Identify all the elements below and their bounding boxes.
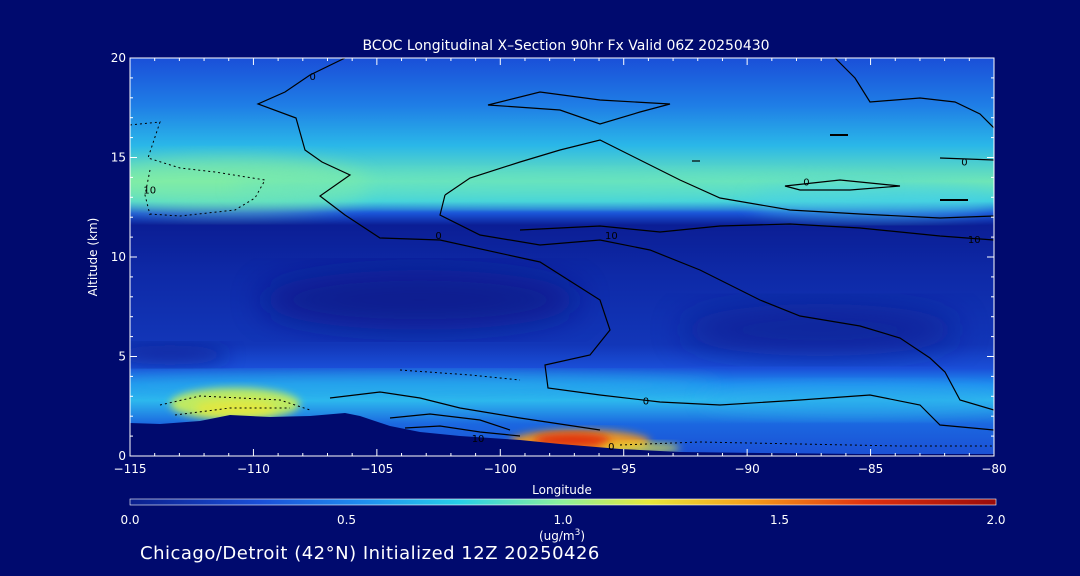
colorbar-tick-label: 1.0 <box>553 513 572 527</box>
y-tick-label: 5 <box>118 350 126 364</box>
x-tick-label: −100 <box>484 462 517 476</box>
contour-label: 0 <box>309 72 315 83</box>
footer-caption: Chicago/Detroit (42°N) Initialized 12Z 2… <box>140 543 600 564</box>
y-tick-label: 20 <box>111 51 126 65</box>
colorbar: 0.0 0.5 1.0 1.5 2.0 (ug/m3) <box>120 498 1006 543</box>
contour-label: 0 <box>961 157 967 168</box>
contour-label: 0 <box>608 442 614 453</box>
x-tick-label: −90 <box>734 462 759 476</box>
x-tick-label: −95 <box>611 462 636 476</box>
contour-label: 0 <box>803 177 809 188</box>
x-tick-label: −105 <box>360 462 393 476</box>
x-tick-label: −110 <box>237 462 270 476</box>
contour-label: 0 <box>643 396 649 407</box>
x-tick-label: −115 <box>114 462 147 476</box>
y-tick-label: 15 <box>111 151 126 165</box>
chart-title: BCOC Longitudinal X–Section 90hr Fx Vali… <box>362 38 769 54</box>
x-axis: −115 −110 −105 −100 −95 −90 −85 −80 <box>114 58 1007 476</box>
y-tick-label: 0 <box>118 449 126 463</box>
contour-lines-dashed <box>130 121 994 447</box>
colorbar-tick-label: 0.5 <box>337 513 356 527</box>
colorbar-tick-label: 2.0 <box>986 513 1005 527</box>
colorbar-ticks: 0.0 0.5 1.0 1.5 2.0 <box>120 513 1005 527</box>
y-tick-label: 10 <box>111 250 126 264</box>
contour-label: 10 <box>143 185 156 196</box>
colorbar-unit: (ug/m3) <box>539 528 585 543</box>
contour-label: 10 <box>472 434 485 445</box>
contour-label: 0 <box>435 231 441 242</box>
heatmap-field <box>130 58 994 456</box>
x-tick-label: −80 <box>981 462 1006 476</box>
colorbar-tick-label: 0.0 <box>120 513 139 527</box>
y-axis-label: Altitude (km) <box>86 218 100 297</box>
x-axis-label: Longitude <box>532 483 592 497</box>
y-axis: 0 5 10 15 20 <box>111 51 994 463</box>
colorbar-gradient <box>129 498 997 506</box>
contour-labels: 0 10 0 0 0 10 10 0 10 0 <box>143 72 980 453</box>
contour-lines <box>256 58 994 437</box>
contour-label: 10 <box>605 231 618 242</box>
colorbar-tick-label: 1.5 <box>770 513 789 527</box>
x-tick-label: −85 <box>858 462 883 476</box>
contour-label: 10 <box>968 235 981 246</box>
